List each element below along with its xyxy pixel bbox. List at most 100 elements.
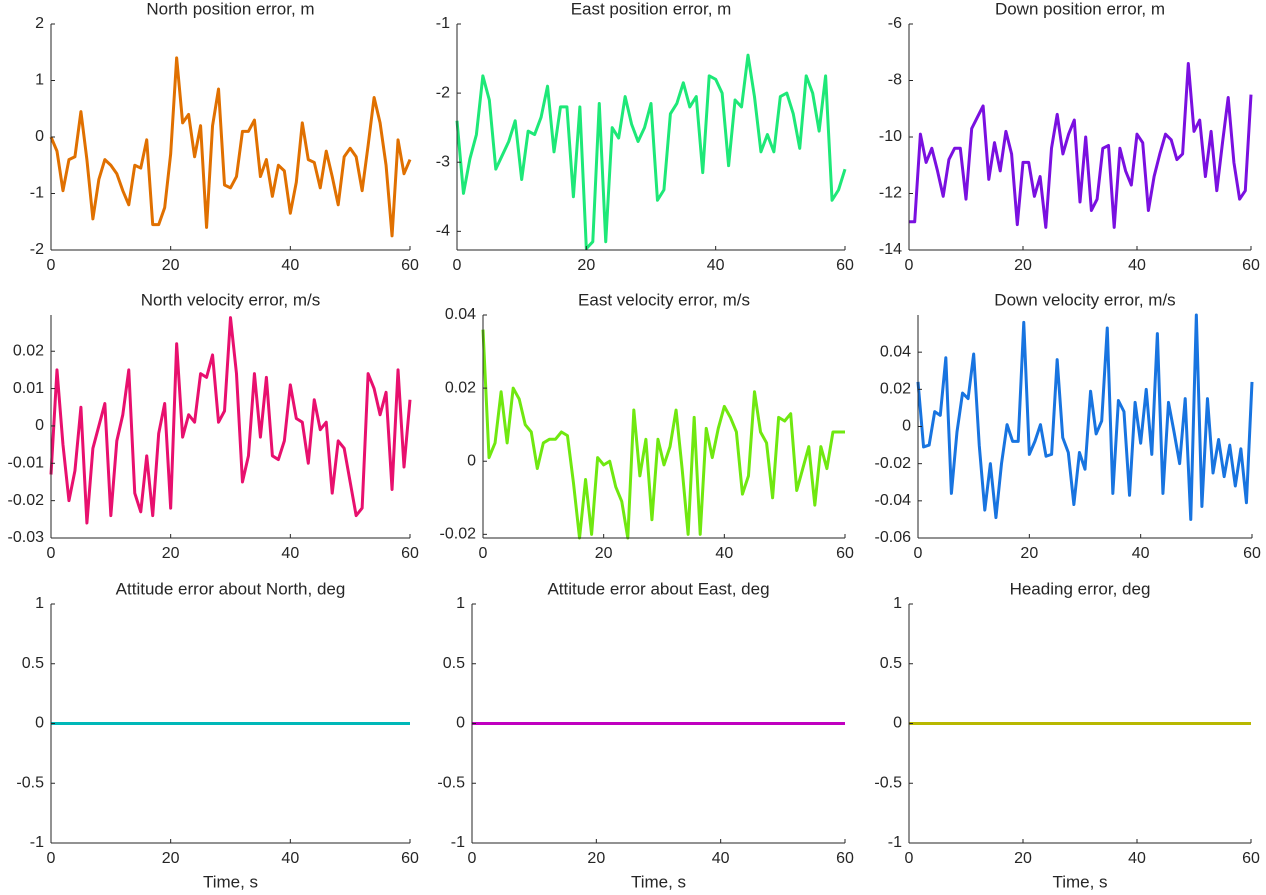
x-tick-label: 40 xyxy=(281,545,299,562)
x-tick-label: 0 xyxy=(47,545,56,562)
x-tick-label: 0 xyxy=(905,257,914,274)
x-axis-label: Time, s xyxy=(1052,872,1107,891)
subplot-title: Down velocity error, m/s xyxy=(994,290,1175,309)
data-line xyxy=(481,329,845,540)
y-tick-label: -2 xyxy=(436,84,450,101)
y-tick-label: -0.03 xyxy=(8,529,45,546)
subplot-title: North position error, m xyxy=(146,0,314,18)
y-tick-label: 0.5 xyxy=(880,655,902,672)
x-tick-label: 60 xyxy=(1242,257,1260,274)
x-tick-label: 40 xyxy=(1128,850,1146,867)
x-tick-label: 40 xyxy=(1132,545,1150,562)
y-tick-label: -1 xyxy=(888,834,902,851)
y-tick-label: -0.02 xyxy=(440,526,477,543)
y-tick-label: -12 xyxy=(879,185,902,202)
x-tick-label: 40 xyxy=(1128,257,1146,274)
y-tick-label: -4 xyxy=(436,223,450,240)
y-tick-label: 0.04 xyxy=(445,306,476,323)
subplot-title: North velocity error, m/s xyxy=(141,290,321,309)
y-tick-label: 0 xyxy=(902,418,911,435)
y-tick-label: -8 xyxy=(888,72,902,89)
subplot-title: Heading error, deg xyxy=(1010,579,1151,598)
y-tick-label: -10 xyxy=(879,128,902,145)
y-tick-label: 0 xyxy=(893,715,902,732)
x-tick-label: 60 xyxy=(401,257,419,274)
y-tick-label: 1 xyxy=(893,595,902,612)
y-tick-label: -1 xyxy=(451,834,465,851)
x-tick-label: 0 xyxy=(479,545,488,562)
x-tick-label: 40 xyxy=(281,850,299,867)
y-tick-label: -1 xyxy=(30,834,44,851)
x-tick-label: 0 xyxy=(47,257,56,274)
y-tick-label: -0.5 xyxy=(16,774,44,791)
x-axis-label: Time, s xyxy=(203,872,258,891)
data-line xyxy=(916,313,1254,521)
y-tick-label: 0.5 xyxy=(443,655,465,672)
y-tick-label: 1 xyxy=(35,72,44,89)
x-tick-label: 20 xyxy=(162,257,180,274)
y-tick-label: 0.02 xyxy=(880,381,911,398)
y-tick-label: 1 xyxy=(35,595,44,612)
x-tick-label: 40 xyxy=(281,257,299,274)
subplot-title: East velocity error, m/s xyxy=(578,290,750,309)
y-tick-label: -0.02 xyxy=(875,455,912,472)
subplot-title: Down position error, m xyxy=(995,0,1165,18)
x-tick-label: 60 xyxy=(401,545,419,562)
y-tick-label: -0.02 xyxy=(8,492,45,509)
x-tick-label: 0 xyxy=(905,850,914,867)
x-tick-label: 60 xyxy=(1242,850,1260,867)
y-tick-label: -3 xyxy=(436,153,450,170)
y-tick-label: 0.02 xyxy=(445,379,476,396)
y-tick-label: 0.01 xyxy=(13,380,44,397)
x-tick-label: 60 xyxy=(401,850,419,867)
x-tick-label: 60 xyxy=(836,257,854,274)
y-tick-label: -6 xyxy=(888,15,902,32)
y-tick-label: 1 xyxy=(456,595,465,612)
y-tick-label: -1 xyxy=(30,185,44,202)
y-tick-label: 0.5 xyxy=(22,655,44,672)
x-tick-label: 60 xyxy=(1243,545,1261,562)
subplot-title: Attitude error about North, deg xyxy=(116,579,346,598)
y-tick-label: -0.01 xyxy=(8,455,45,472)
y-tick-label: -0.04 xyxy=(875,492,912,509)
x-tick-label: 20 xyxy=(162,545,180,562)
y-tick-label: 0 xyxy=(35,417,44,434)
x-tick-label: 40 xyxy=(712,850,730,867)
y-tick-label: 0 xyxy=(35,715,44,732)
data-line xyxy=(49,56,412,238)
y-tick-label: -2 xyxy=(30,241,44,258)
y-tick-label: 0 xyxy=(456,715,465,732)
x-tick-label: 0 xyxy=(453,257,462,274)
y-tick-label: 0.02 xyxy=(13,342,44,359)
y-tick-label: 2 xyxy=(35,15,44,32)
data-line xyxy=(909,62,1253,229)
x-tick-label: 40 xyxy=(707,257,725,274)
x-axis-label: Time, s xyxy=(631,872,686,891)
y-tick-label: -0.06 xyxy=(875,529,912,546)
subplot-title: East position error, m xyxy=(571,0,732,18)
y-tick-label: -1 xyxy=(436,15,450,32)
y-tick-label: -14 xyxy=(879,241,902,258)
x-tick-label: 0 xyxy=(47,850,56,867)
y-tick-label: 0 xyxy=(35,128,44,145)
x-tick-label: 0 xyxy=(914,545,923,562)
data-line xyxy=(455,53,847,251)
x-tick-label: 20 xyxy=(577,257,595,274)
x-tick-label: 20 xyxy=(587,850,605,867)
subplot-title: Attitude error about East, deg xyxy=(547,579,769,598)
x-tick-label: 60 xyxy=(836,545,854,562)
y-tick-label: 0 xyxy=(467,452,476,469)
data-line xyxy=(49,316,412,525)
x-tick-label: 20 xyxy=(1020,545,1038,562)
y-tick-label: -0.5 xyxy=(437,774,465,791)
x-tick-label: 0 xyxy=(468,850,477,867)
x-tick-label: 20 xyxy=(595,545,613,562)
x-tick-label: 40 xyxy=(715,545,733,562)
y-tick-label: 0.04 xyxy=(880,343,911,360)
x-tick-label: 20 xyxy=(1014,850,1032,867)
x-tick-label: 60 xyxy=(836,850,854,867)
y-tick-label: -0.5 xyxy=(874,774,902,791)
x-tick-label: 20 xyxy=(162,850,180,867)
x-tick-label: 20 xyxy=(1014,257,1032,274)
